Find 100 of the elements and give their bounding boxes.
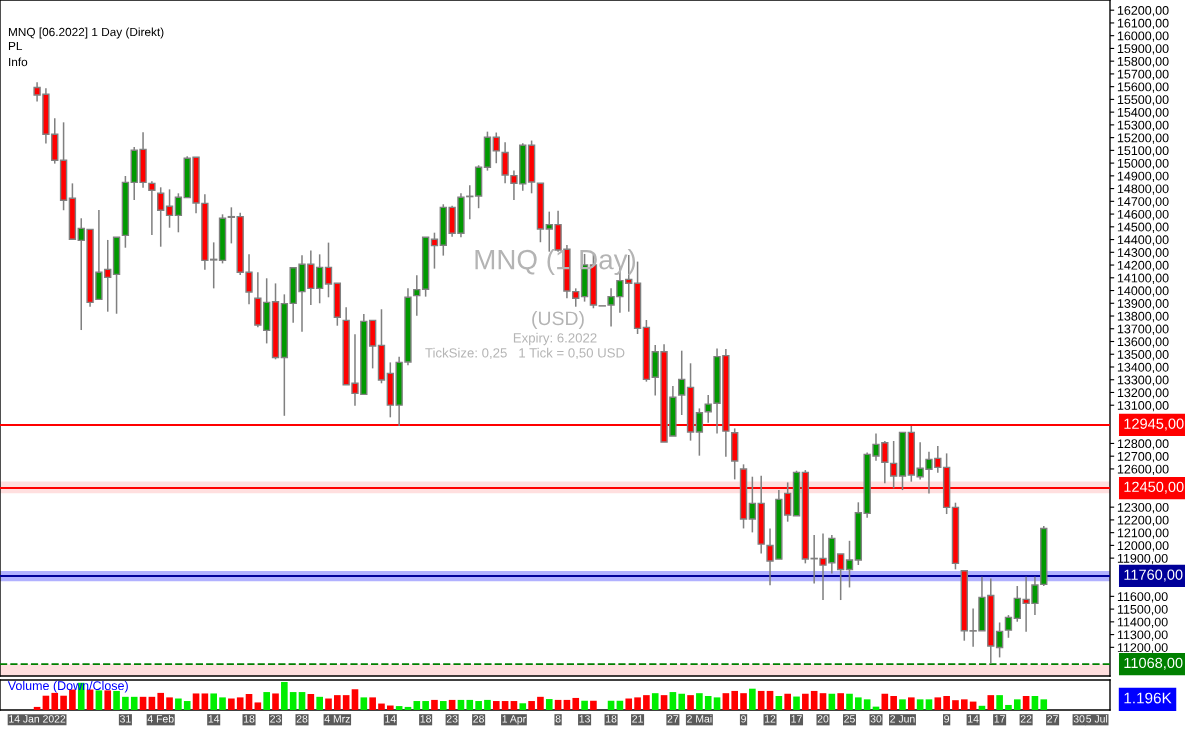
y-tick-label: 13100,00 bbox=[1117, 401, 1169, 412]
bar bbox=[457, 699, 465, 710]
y-tick-label: 13600,00 bbox=[1117, 337, 1169, 348]
bar bbox=[281, 681, 288, 710]
bar bbox=[934, 697, 942, 710]
y-tick-label: 12100,00 bbox=[1117, 528, 1169, 539]
y-tick-label: 13400,00 bbox=[1117, 362, 1169, 374]
bar bbox=[899, 699, 906, 710]
y-tick-label: 15500,00 bbox=[1117, 95, 1169, 106]
bar bbox=[431, 699, 438, 710]
ref-line-label: 12945,00 bbox=[1124, 418, 1184, 431]
y-tick-label: 13200,00 bbox=[1117, 388, 1169, 399]
y-tick-label: 15200,00 bbox=[1117, 133, 1169, 144]
bar bbox=[651, 693, 659, 710]
candlestick bbox=[678, 349, 686, 416]
bar bbox=[731, 690, 739, 710]
bar bbox=[510, 701, 518, 710]
x-tick-label: 30 bbox=[870, 715, 882, 723]
y-tick-label: 13800,00 bbox=[1117, 311, 1169, 323]
bar bbox=[307, 694, 315, 710]
y-tick-label: 16000,00 bbox=[1117, 31, 1169, 42]
x-tick-label: 5 Jul bbox=[1086, 714, 1108, 723]
bar bbox=[545, 699, 553, 710]
x-tick-label: 23 bbox=[446, 715, 458, 723]
x-tick-label: 18 bbox=[420, 715, 431, 723]
bar bbox=[943, 695, 950, 710]
annotation: Expiry: 6.2022 bbox=[513, 332, 597, 346]
bar bbox=[60, 695, 67, 710]
y-tick-label: 14600,00 bbox=[1117, 209, 1169, 221]
bar bbox=[192, 693, 200, 710]
x-tick-label: 27 bbox=[667, 715, 679, 723]
bar bbox=[1013, 699, 1021, 710]
bar bbox=[696, 693, 703, 710]
bar bbox=[422, 701, 429, 710]
x-tick-label: 28 bbox=[296, 715, 308, 723]
bar bbox=[660, 695, 668, 710]
bar bbox=[960, 699, 968, 710]
bar bbox=[492, 701, 500, 710]
bar bbox=[810, 690, 818, 710]
x-tick-label: 14 bbox=[968, 715, 979, 723]
y-tick-label: 14700,00 bbox=[1117, 197, 1169, 208]
y-tick-label: 11400,00 bbox=[1117, 617, 1168, 628]
bar bbox=[952, 700, 959, 710]
bar bbox=[925, 699, 933, 710]
x-tick-label: 25 bbox=[844, 715, 855, 723]
text: Info bbox=[9, 57, 28, 67]
bar bbox=[987, 695, 995, 710]
bar bbox=[740, 693, 747, 710]
y-tick-label: 11600,00 bbox=[1117, 592, 1168, 603]
bar bbox=[316, 696, 323, 710]
text: PL bbox=[8, 41, 23, 51]
y-tick-label: 11300,00 bbox=[1117, 630, 1168, 641]
bar bbox=[757, 690, 765, 710]
x-tick-label: 20 bbox=[817, 715, 829, 723]
bar bbox=[466, 699, 474, 710]
y-tick-label: 12200,00 bbox=[1117, 515, 1169, 527]
bar bbox=[1040, 699, 1048, 710]
bar bbox=[802, 693, 809, 710]
bar bbox=[228, 698, 235, 710]
bar bbox=[122, 696, 129, 710]
y-tick-label: 13300,00 bbox=[1117, 375, 1169, 386]
text: MNQ [06.2022] 1 Day (Direkt) bbox=[8, 27, 164, 39]
bar bbox=[219, 697, 226, 710]
bar bbox=[369, 697, 376, 710]
y-tick-label: 14100,00 bbox=[1117, 273, 1169, 284]
bar bbox=[351, 689, 359, 710]
bar bbox=[245, 694, 253, 710]
bar bbox=[166, 697, 173, 710]
x-tick-label: 2 Mai bbox=[687, 714, 712, 723]
y-tick-label: 15300,00 bbox=[1117, 120, 1169, 132]
y-tick-label: 14200,00 bbox=[1117, 260, 1169, 272]
bar bbox=[1022, 695, 1030, 710]
x-tick-label: 30 bbox=[1073, 715, 1085, 723]
bar bbox=[687, 695, 694, 710]
y-tick-label: 11900,00 bbox=[1117, 553, 1168, 565]
y-tick-label: 12600,00 bbox=[1117, 464, 1169, 476]
bar bbox=[819, 693, 827, 710]
x-tick-label: 17 bbox=[791, 715, 802, 723]
x-tick-label: 12 bbox=[765, 715, 776, 723]
bar bbox=[704, 695, 712, 710]
y-tick-label: 12300,00 bbox=[1117, 502, 1169, 514]
bar bbox=[890, 695, 897, 710]
x-tick-label: 14 Jan 2022 bbox=[9, 715, 66, 723]
ref-line-label: 11068,00 bbox=[1124, 657, 1183, 670]
bar bbox=[201, 693, 209, 710]
y-tick-label: 15100,00 bbox=[1117, 146, 1169, 157]
bar bbox=[581, 700, 588, 710]
bar bbox=[130, 696, 138, 710]
y-tick-label: 16200,00 bbox=[1117, 5, 1169, 17]
bar bbox=[334, 695, 341, 710]
x-tick-label: 22 bbox=[1020, 715, 1032, 723]
y-tick-label: 14300,00 bbox=[1117, 248, 1169, 259]
bar bbox=[554, 699, 562, 710]
bar bbox=[643, 695, 650, 710]
bar bbox=[722, 693, 730, 710]
bar bbox=[157, 692, 165, 710]
x-tick-label: 4 Mrz bbox=[324, 715, 350, 723]
bar bbox=[475, 701, 482, 710]
x-tick-label: 23 bbox=[270, 715, 281, 723]
x-tick-label: 31 bbox=[120, 715, 131, 723]
